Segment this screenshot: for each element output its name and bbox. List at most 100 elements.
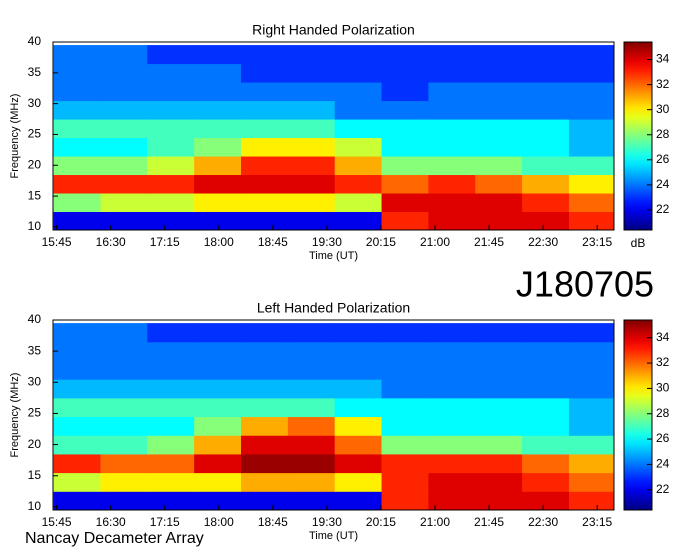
heatmap-cell — [147, 193, 195, 213]
heatmap-cell — [147, 453, 195, 474]
heatmap-cell — [53, 379, 101, 399]
heatmap-cell — [568, 211, 614, 230]
heatmap-cell — [53, 323, 101, 343]
plot-frame — [52, 41, 615, 231]
x-tick-label: 15:45 — [42, 235, 72, 249]
heatmap-cell — [522, 435, 570, 455]
heatmap-cell — [53, 397, 101, 418]
x-tick-label: 15:45 — [42, 515, 72, 529]
colorbar-tick-label: 34 — [656, 52, 670, 66]
heatmap-cell — [241, 193, 289, 213]
heatmap-cell — [287, 323, 336, 343]
y-tick-label: 15 — [28, 188, 42, 202]
heatmap-cell — [522, 453, 570, 474]
x-tick-label: 20:15 — [366, 515, 396, 529]
heatmap-cell — [53, 360, 101, 380]
heatmap-cell — [53, 211, 101, 230]
heatmap-cell — [194, 156, 242, 176]
heatmap-cell — [194, 174, 242, 194]
y-tick-label: 20 — [28, 157, 42, 171]
heatmap-cell — [53, 174, 101, 194]
colorbar-tick-label: 34 — [656, 330, 670, 344]
heatmap-cell — [53, 341, 101, 361]
heatmap-cell — [287, 416, 336, 436]
heatmap-cell — [334, 174, 383, 194]
heatmap-cell — [522, 360, 570, 380]
x-tick-label: 18:45 — [258, 235, 288, 249]
heatmap-cell — [147, 45, 195, 65]
colorbar-tick-label: 30 — [656, 102, 670, 116]
observation-label: J180705 — [516, 264, 654, 305]
x-tick-label: 17:15 — [150, 235, 180, 249]
heatmap-cell — [568, 491, 614, 510]
panel-title: Right Handed Polarization — [252, 22, 415, 38]
heatmap-cell — [475, 397, 523, 418]
heatmap-cell — [522, 174, 570, 194]
heatmap-cell — [568, 82, 614, 102]
heatmap-cell — [475, 472, 523, 492]
heatmap-cell — [334, 416, 383, 436]
heatmap-cell — [334, 63, 383, 83]
heatmap-cell — [428, 137, 476, 157]
heatmap-cell — [428, 341, 476, 361]
heatmap-cell — [287, 156, 336, 176]
heatmap-cell — [147, 491, 195, 510]
x-tick-label: 16:30 — [96, 515, 126, 529]
heatmap-cell — [428, 193, 476, 213]
heatmap-cell — [241, 472, 289, 492]
heatmap-cell — [241, 63, 289, 83]
heatmap-cell — [568, 435, 614, 455]
heatmap-cell — [381, 63, 429, 83]
colorbar — [623, 41, 653, 231]
heatmap-cell — [381, 323, 429, 343]
heatmap-cell — [568, 323, 614, 343]
heatmap-cell — [287, 174, 336, 194]
heatmap-cell — [194, 45, 242, 65]
heatmap-cell — [381, 360, 429, 380]
heatmap-cell — [147, 360, 195, 380]
heatmap-cell — [522, 45, 570, 65]
heatmap-cell — [522, 416, 570, 436]
heatmap-cell — [522, 137, 570, 157]
heatmap-cell — [568, 341, 614, 361]
heatmap-cell — [287, 137, 336, 157]
heatmap-cell — [475, 119, 523, 139]
heatmap-cell — [53, 63, 101, 83]
y-tick-label: 35 — [28, 343, 42, 357]
heatmap-cell — [194, 82, 242, 102]
heatmap-cell — [522, 323, 570, 343]
heatmap-cell — [381, 341, 429, 361]
heatmap-cell — [428, 379, 476, 399]
heatmap-cell — [381, 397, 429, 418]
heatmap-cell — [53, 100, 101, 120]
heatmap-cell — [428, 397, 476, 418]
heatmap-cell — [53, 491, 101, 510]
heatmap-cell — [475, 45, 523, 65]
heatmap-cell — [147, 379, 195, 399]
heatmap-cell — [287, 491, 336, 510]
heatmap-cell — [475, 193, 523, 213]
heatmap-cell — [568, 193, 614, 213]
heatmap-cell — [428, 119, 476, 139]
heatmap-cell — [100, 360, 148, 380]
panel-title: Left Handed Polarization — [257, 300, 410, 316]
heatmap-cell — [522, 472, 570, 492]
heatmap-cell — [428, 472, 476, 492]
heatmap-cell — [568, 156, 614, 176]
heatmap-cell — [568, 397, 614, 418]
heatmap-cell — [475, 416, 523, 436]
heatmap-cell — [522, 119, 570, 139]
heatmap-cell — [241, 137, 289, 157]
heatmap-cell — [147, 211, 195, 230]
heatmap-cell — [475, 137, 523, 157]
heatmap-cell — [568, 472, 614, 492]
heatmap-cell — [100, 453, 148, 474]
heatmap-cell — [241, 435, 289, 455]
heatmap-cell — [241, 416, 289, 436]
heatmap-cell — [334, 341, 383, 361]
heatmap-cell — [334, 193, 383, 213]
heatmap-cell — [381, 100, 429, 120]
heatmap-cell — [475, 453, 523, 474]
heatmap-cell — [100, 156, 148, 176]
heatmap-cell — [522, 193, 570, 213]
